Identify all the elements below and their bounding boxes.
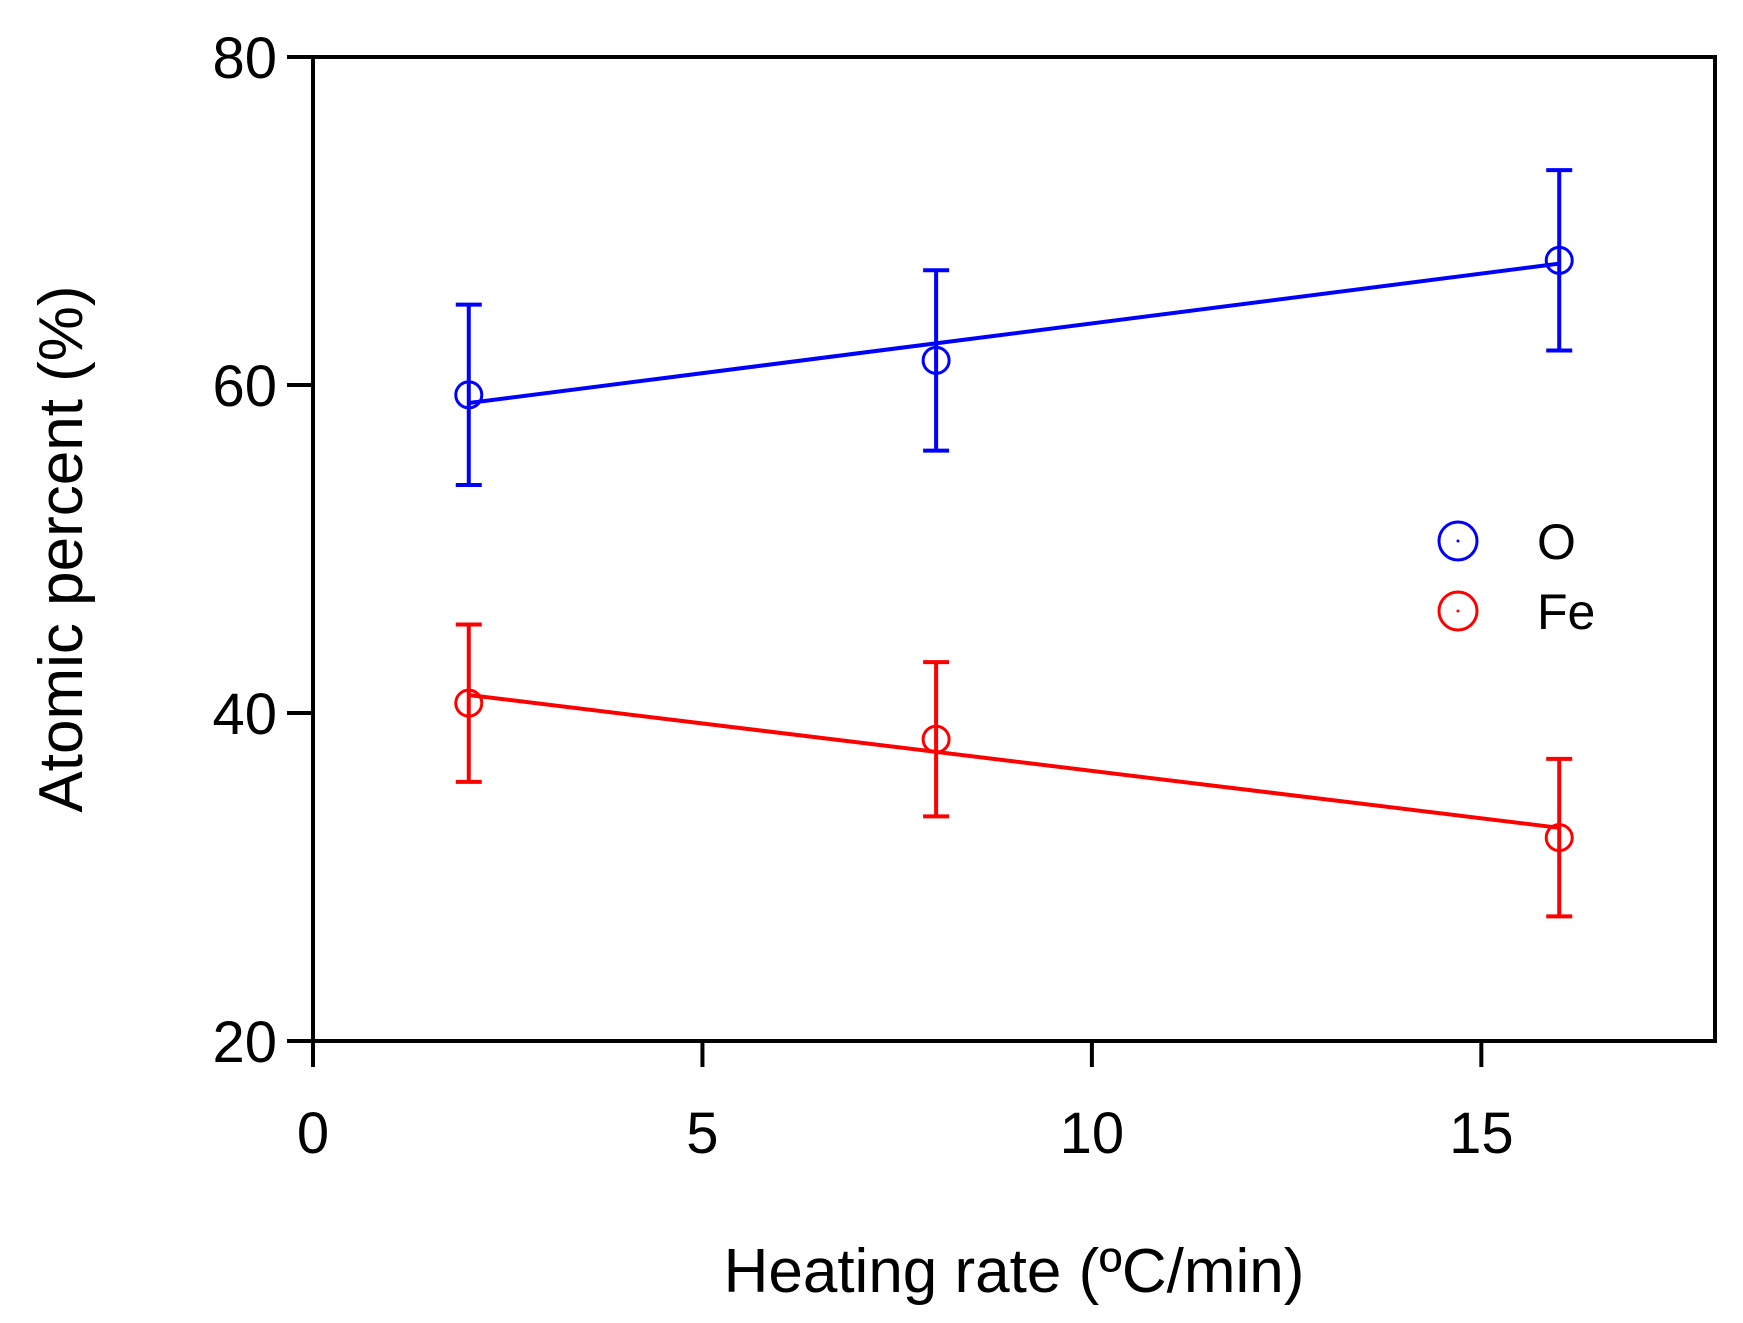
x-axis-title: Heating rate (ºC/min)	[724, 1237, 1305, 1306]
data-point	[454, 688, 484, 718]
x-tick-label: 5	[686, 1101, 718, 1166]
x-tick-label: 0	[297, 1101, 329, 1166]
legend-marker-dot-fe	[1456, 609, 1460, 613]
plot-frame	[311, 55, 1717, 1043]
axes-layer: 0 5 10 15 20 40 60 80	[212, 26, 1513, 1166]
y-tick-label: 40	[212, 682, 277, 747]
series-fe-fit-line	[468, 692, 1560, 830]
legend-marker-fe	[1437, 590, 1479, 632]
data-point	[921, 345, 951, 375]
data-point	[454, 380, 484, 410]
x-tick-label: 15	[1449, 1101, 1514, 1166]
legend-marker-o	[1437, 520, 1479, 562]
data-point	[1544, 823, 1574, 853]
data-point	[1544, 245, 1574, 275]
legend-marker-dot-o	[1456, 539, 1460, 543]
y-tick-label: 20	[212, 1010, 277, 1075]
series-fe	[454, 622, 1574, 919]
legend-label-fe: Fe	[1537, 584, 1595, 640]
legend-label-o: O	[1537, 514, 1576, 570]
series-o	[454, 168, 1574, 488]
y-tick-label: 80	[212, 26, 277, 91]
x-tick-label: 10	[1060, 1101, 1125, 1166]
legend: O Fe	[1437, 514, 1595, 640]
y-tick-label: 60	[212, 354, 277, 419]
series-o-fit-line	[468, 261, 1560, 406]
data-point	[921, 724, 951, 754]
series-layer	[454, 168, 1574, 919]
y-axis-title: Atomic percent (%)	[27, 285, 96, 812]
